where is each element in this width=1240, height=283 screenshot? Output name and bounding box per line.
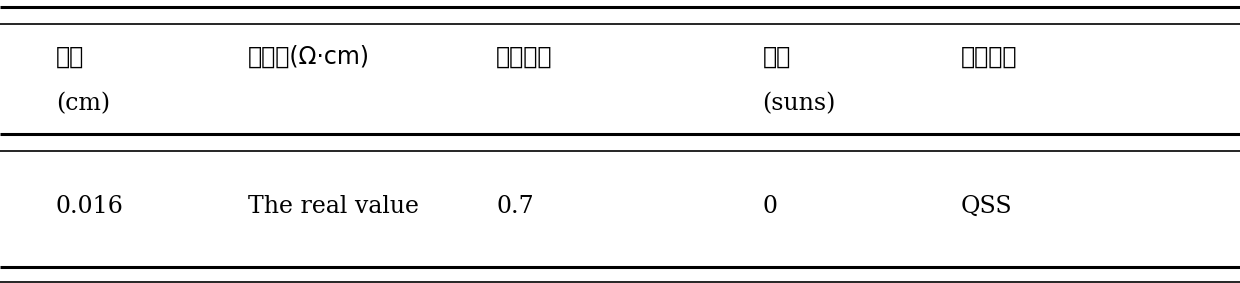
Text: 偏光: 偏光 <box>763 45 791 68</box>
Text: QSS: QSS <box>961 195 1013 218</box>
Text: (cm): (cm) <box>56 92 110 115</box>
Text: 电阻率(Ω·cm): 电阻率(Ω·cm) <box>248 45 370 68</box>
Text: The real value: The real value <box>248 195 419 218</box>
Text: 光学常数: 光学常数 <box>496 45 553 68</box>
Text: 厉度: 厉度 <box>56 45 84 68</box>
Text: (suns): (suns) <box>763 92 836 115</box>
Text: 分析模型: 分析模型 <box>961 45 1018 68</box>
Text: 0.016: 0.016 <box>56 195 124 218</box>
Text: 0: 0 <box>763 195 777 218</box>
Text: 0.7: 0.7 <box>496 195 533 218</box>
